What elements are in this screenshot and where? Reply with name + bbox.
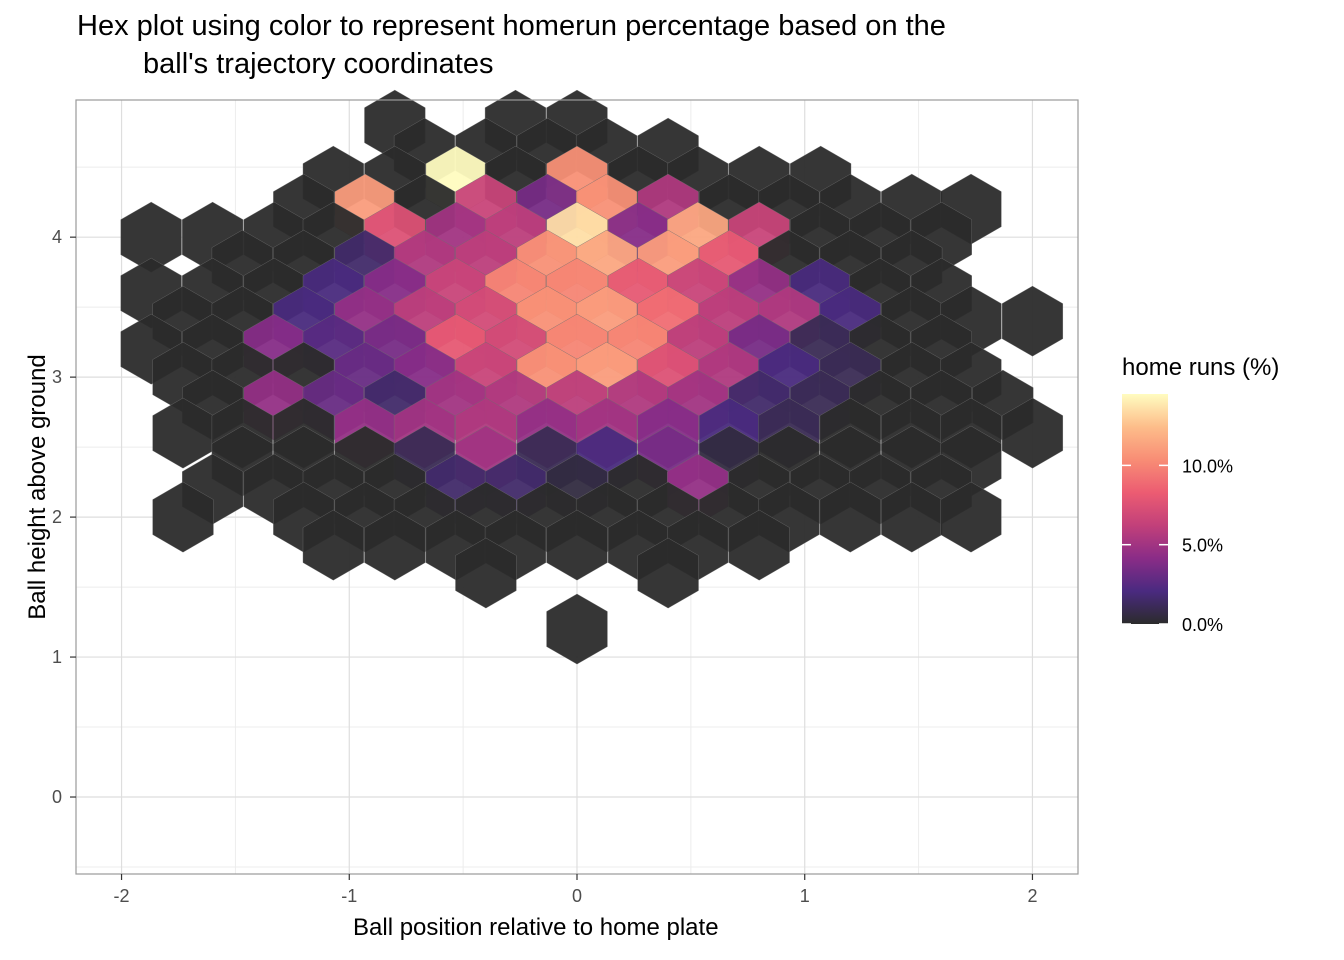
hex-cell [152, 481, 214, 553]
x-tick-label: -1 [341, 886, 357, 906]
chart-title: Hex plot using color to represent homeru… [77, 10, 946, 42]
hex-cell [940, 481, 1002, 553]
hex-cell [1001, 285, 1064, 357]
legend-title: home runs (%) [1122, 354, 1280, 381]
legend-tick-label: 0.0% [1182, 615, 1223, 635]
chart-title-line2: ball's trajectory coordinates [143, 48, 494, 80]
x-tick-label: -2 [114, 886, 130, 906]
hex-cell [728, 509, 790, 581]
hex-layer [120, 89, 1064, 665]
y-axis-label: Ball height above ground [24, 354, 51, 620]
hex-cell [546, 509, 608, 581]
hex-cell [546, 593, 608, 665]
y-tick-label: 2 [52, 507, 62, 527]
x-tick-label: 0 [572, 886, 582, 906]
hex-cell [637, 537, 699, 609]
y-tick-label: 0 [52, 787, 62, 807]
x-axis-label: Ball position relative to home plate [353, 914, 719, 941]
legend-tick-label: 5.0% [1182, 536, 1223, 556]
y-tick-label: 3 [52, 367, 62, 387]
y-tick-label: 4 [52, 227, 62, 247]
legend: 0.0% 5.0% 10.0% [1122, 394, 1233, 635]
x-tick-label: 2 [1027, 886, 1037, 906]
legend-colorbar [1122, 394, 1168, 624]
y-tick-label: 1 [52, 647, 62, 667]
hex-cell [302, 509, 364, 581]
legend-tick-label: 10.0% [1182, 456, 1233, 476]
hex-cell [455, 537, 517, 609]
x-tick-label: 1 [800, 886, 810, 906]
hex-cell [364, 509, 426, 581]
hex-cell [1001, 397, 1064, 469]
ticks-layer: -2 -1 0 1 2 0 1 2 3 4 [52, 227, 1037, 906]
hex-cell [819, 481, 881, 553]
